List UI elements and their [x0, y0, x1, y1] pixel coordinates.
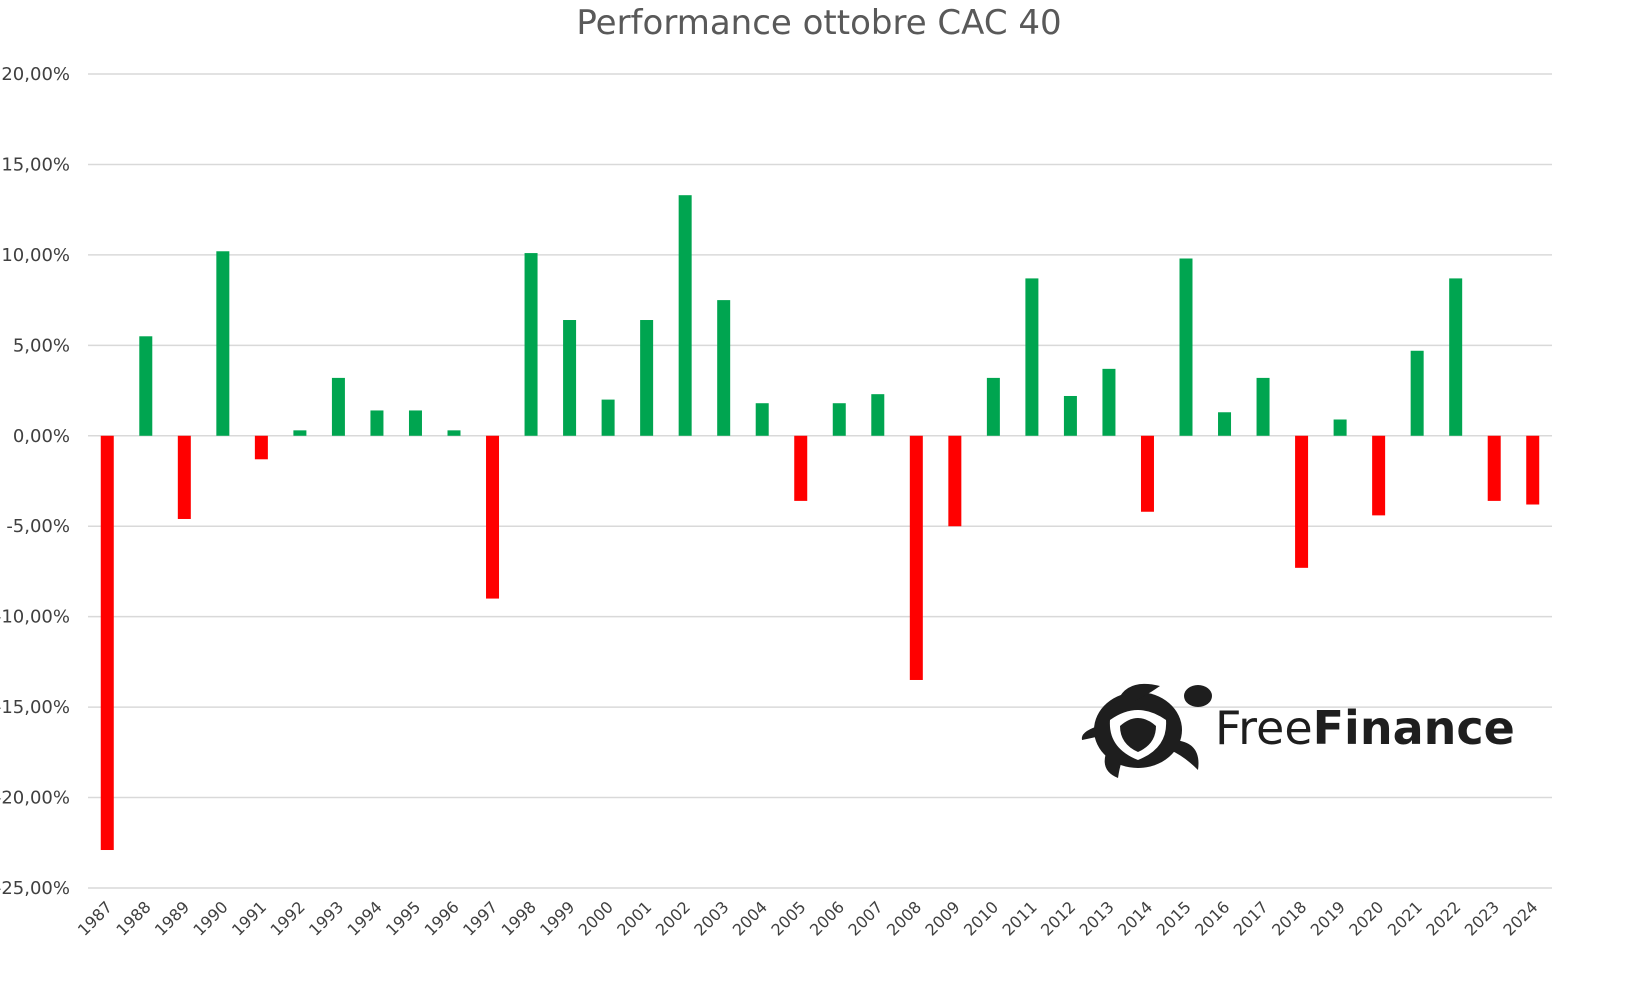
bar-2004 — [755, 403, 769, 436]
bar-2017 — [1256, 377, 1270, 436]
x-tick-label: 2022 — [1422, 897, 1464, 939]
bar-2003 — [717, 300, 731, 436]
bar-2023 — [1487, 435, 1501, 501]
logo-text-free: Free — [1215, 701, 1313, 755]
x-tick-label: 2009 — [921, 897, 963, 939]
y-tick-label: -5,00% — [6, 516, 70, 537]
x-tick-label: 2008 — [883, 897, 925, 939]
bar-2014 — [1140, 435, 1154, 512]
x-tick-label: 2002 — [652, 897, 694, 939]
bar-1999 — [563, 320, 577, 436]
bar-2000 — [601, 399, 615, 436]
bars — [100, 195, 1540, 851]
bar-2012 — [1063, 395, 1077, 436]
turtle-icon — [1081, 683, 1212, 778]
bar-2006 — [832, 403, 846, 436]
bar-1992 — [293, 430, 307, 436]
x-tick-label: 2000 — [575, 897, 617, 939]
bar-1994 — [370, 410, 384, 436]
x-tick-label: 2003 — [690, 897, 732, 939]
y-tick-label: -10,00% — [0, 607, 70, 628]
x-tick-label: 2023 — [1461, 897, 1503, 939]
chart-title: Performance ottobre CAC 40 — [576, 3, 1061, 43]
y-tick-label: 20,00% — [1, 64, 70, 85]
x-tick-label: 1996 — [421, 897, 463, 939]
bar-2021 — [1410, 350, 1424, 436]
y-tick-label: 5,00% — [13, 335, 70, 356]
x-tick-label: 2012 — [1037, 897, 1079, 939]
x-tick-label: 2017 — [1230, 897, 1272, 939]
y-tick-label: -15,00% — [0, 697, 70, 718]
bar-2016 — [1218, 412, 1232, 436]
bar-2015 — [1179, 258, 1193, 436]
x-axis-tick-labels: 1987198819891990199119921993199419951996… — [74, 897, 1542, 939]
y-tick-label: 15,00% — [1, 154, 70, 175]
x-tick-label: 2001 — [613, 897, 655, 939]
x-tick-label: 2019 — [1307, 897, 1349, 939]
x-tick-label: 1993 — [305, 897, 347, 939]
svg-text:FreeFinance: FreeFinance — [1215, 701, 1515, 755]
x-tick-label: 1992 — [266, 897, 308, 939]
x-tick-label: 2006 — [806, 897, 848, 939]
bar-2019 — [1333, 419, 1347, 436]
x-tick-label: 2015 — [1153, 897, 1195, 939]
x-tick-label: 2021 — [1384, 897, 1426, 939]
bar-2024 — [1526, 435, 1540, 505]
y-axis-tick-labels: 20,00% 15,00% 10,00% 5,00% 0,00% -5,00% -10,00… — [0, 64, 70, 899]
bar-2011 — [1025, 278, 1039, 436]
bar-2001 — [640, 320, 654, 436]
bar-1990 — [216, 251, 230, 436]
y-tick-label: 0,00% — [13, 426, 70, 447]
y-tick-label: -20,00% — [0, 788, 70, 809]
x-tick-label: 1987 — [74, 897, 116, 939]
x-tick-label: 2004 — [729, 897, 771, 939]
bar-1989 — [177, 435, 191, 519]
bar-2020 — [1372, 435, 1386, 516]
x-tick-label: 2007 — [844, 897, 886, 939]
x-tick-label: 2018 — [1268, 897, 1310, 939]
x-tick-label: 1994 — [344, 897, 386, 939]
bar-1997 — [486, 435, 500, 599]
x-tick-label: 2005 — [767, 897, 809, 939]
freefinance-logo: FreeFinance — [1081, 683, 1515, 778]
x-tick-label: 1989 — [151, 897, 193, 939]
gridlines — [88, 73, 1552, 889]
bar-1993 — [331, 377, 345, 436]
bar-1995 — [408, 410, 422, 436]
bar-1998 — [524, 253, 538, 436]
y-tick-label: -25,00% — [0, 878, 70, 899]
x-tick-label: 2013 — [1076, 897, 1118, 939]
bar-1991 — [254, 435, 268, 460]
x-tick-label: 2016 — [1191, 897, 1233, 939]
x-tick-label: 1999 — [536, 897, 578, 939]
x-tick-label: 1991 — [228, 897, 270, 939]
bar-2008 — [909, 435, 923, 680]
x-tick-label: 2020 — [1345, 897, 1387, 939]
y-tick-label: 10,00% — [1, 245, 70, 266]
bar-1988 — [139, 336, 153, 436]
bar-2009 — [948, 435, 962, 527]
bar-2002 — [678, 195, 692, 436]
x-tick-label: 1998 — [498, 897, 540, 939]
x-tick-label: 1990 — [189, 897, 231, 939]
bar-2010 — [986, 377, 1000, 436]
bar-2007 — [871, 394, 885, 436]
bar-2018 — [1295, 435, 1309, 568]
x-tick-label: 2010 — [960, 897, 1002, 939]
bar-2022 — [1449, 278, 1463, 436]
bar-1987 — [100, 435, 114, 851]
bar-2005 — [794, 435, 808, 501]
x-tick-label: 2014 — [1114, 897, 1156, 939]
x-tick-label: 1997 — [459, 897, 501, 939]
x-tick-label: 2024 — [1499, 897, 1541, 939]
bar-2013 — [1102, 368, 1116, 436]
x-tick-label: 1995 — [382, 897, 424, 939]
logo-text-finance: Finance — [1313, 701, 1515, 755]
x-tick-label: 2011 — [998, 897, 1040, 939]
x-tick-label: 1988 — [112, 897, 154, 939]
bar-1996 — [447, 430, 461, 436]
